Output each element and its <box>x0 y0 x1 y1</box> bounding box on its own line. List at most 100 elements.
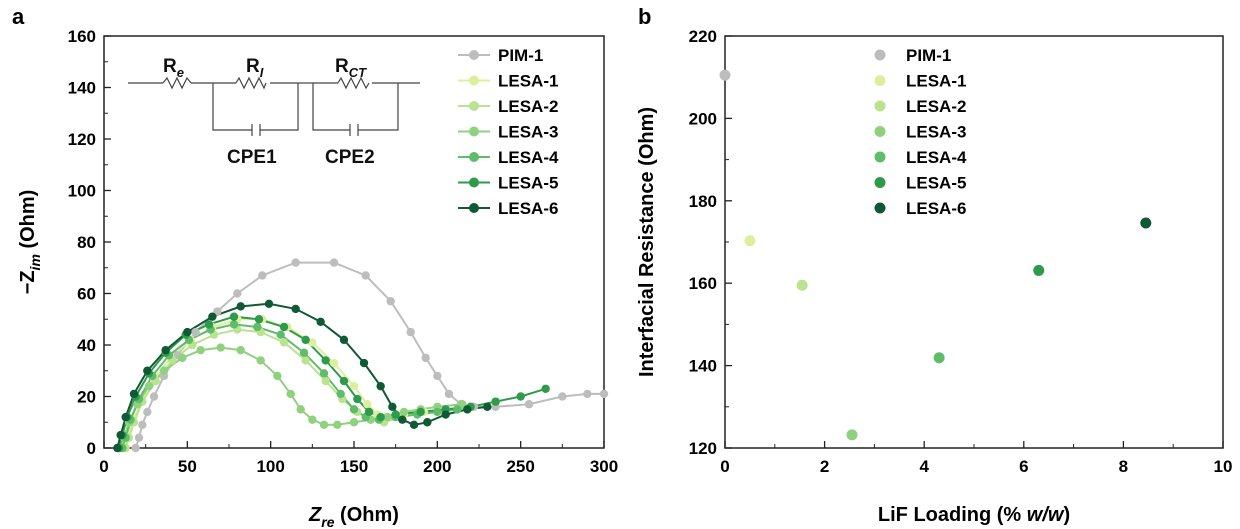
series-line-lesa-5 <box>118 315 546 449</box>
circuit-labels: Re RI RCT CPE1 CPE2 <box>163 56 375 168</box>
legend-marker-pim-1 <box>469 50 479 60</box>
data-point-lesa-3 <box>296 405 305 414</box>
data-point-pim-1 <box>433 371 442 381</box>
legend-marker-lesa-2 <box>469 101 479 111</box>
parallel-block-2 <box>312 82 399 131</box>
data-point-lesa-6 <box>359 358 369 368</box>
panel-b-ylabel: Interfacial Resistance (Ohm) <box>636 107 658 377</box>
data-point-lesa-3 <box>399 407 409 417</box>
data-point-lesa-6 <box>339 335 349 345</box>
a-ytick-label: 100 <box>68 182 96 201</box>
a-ytick-label: 40 <box>77 336 96 355</box>
b-ytick-label: 140 <box>689 357 717 376</box>
legend-marker-lesa-2 <box>874 100 886 112</box>
data-point-lesa-4 <box>319 369 329 378</box>
legend-label-pim-1: PIM-1 <box>498 46 543 65</box>
data-point-lesa-4 <box>933 352 945 364</box>
data-point-lesa-6 <box>121 412 130 422</box>
cpe2-icon <box>349 124 359 136</box>
data-point-lesa-5 <box>301 335 310 345</box>
data-point-lesa-6 <box>236 302 245 311</box>
data-point-lesa-6 <box>116 430 125 440</box>
data-point-lesa-5 <box>376 412 385 422</box>
a-ytick-label: 60 <box>77 285 96 304</box>
b-xtick-label: 6 <box>1019 457 1028 476</box>
a-ytick-label: 80 <box>77 233 96 252</box>
panel-a-label: a <box>12 4 25 29</box>
data-point-lesa-5 <box>279 322 289 332</box>
series-line-lesa-6 <box>116 302 488 449</box>
data-point-lesa-5 <box>339 376 349 386</box>
b-xtick-label: 4 <box>919 457 929 476</box>
data-point-lesa-6 <box>129 389 139 399</box>
data-point-lesa-2 <box>796 279 808 291</box>
b-xtick-label: 2 <box>820 457 829 476</box>
a-ytick-label: 20 <box>77 388 96 407</box>
data-point-lesa-4 <box>453 405 462 414</box>
data-point-lesa-6 <box>376 382 385 391</box>
data-point-lesa-6 <box>398 415 407 424</box>
data-point-lesa-3 <box>216 343 225 352</box>
data-point-lesa-3 <box>286 389 295 399</box>
b-ytick-label: 120 <box>689 439 717 458</box>
data-point-pim-1 <box>191 327 200 337</box>
data-point-lesa-6 <box>316 317 325 327</box>
data-point-lesa-6 <box>161 345 170 355</box>
panel-b-xlabel: LiF Loading (% w/w) <box>878 504 1070 526</box>
data-point-lesa-3 <box>319 420 329 430</box>
data-point-lesa-5 <box>416 407 425 417</box>
circuit-label-re: Re <box>163 56 184 80</box>
series-line-lesa-4 <box>121 323 458 449</box>
data-point-pim-1 <box>233 289 242 298</box>
legend-label-lesa-4: LESA-4 <box>906 148 967 167</box>
data-point-lesa-5 <box>321 356 330 365</box>
b-xtick-label: 8 <box>1119 457 1128 476</box>
legend-marker-lesa-5 <box>874 177 886 188</box>
data-point-lesa-6 <box>291 304 300 314</box>
panel-b-legend: PIM-1 LESA-1 LESA-2 LESA-3 LESA-4 LESA-5 LESA-… <box>874 46 967 218</box>
circuit-label-cpe1: CPE1 <box>227 147 277 168</box>
data-point-lesa-3 <box>273 371 282 381</box>
data-point-lesa-1 <box>363 400 372 409</box>
a-ytick-label: 120 <box>68 130 96 149</box>
b-xtick-label: 0 <box>720 457 729 476</box>
data-point-lesa-6 <box>441 410 450 419</box>
data-point-pim-1 <box>134 433 144 442</box>
data-point-lesa-6 <box>264 299 274 308</box>
a-xtick-label: 100 <box>256 457 284 476</box>
data-point-pim-1 <box>421 353 430 363</box>
data-point-lesa-6 <box>423 418 432 427</box>
panel-b-series-points <box>719 69 1152 441</box>
data-point-lesa-6 <box>463 405 472 414</box>
data-point-lesa-6 <box>388 402 397 411</box>
data-point-pim-1 <box>213 307 222 316</box>
panel-a-nyquist-chart: a 0 50 100 150 200 250 300 0 20 40 60 80 100 120 140 16… <box>12 4 618 529</box>
data-point-lesa-6 <box>143 366 152 375</box>
legend-label-lesa-6: LESA-6 <box>498 199 558 218</box>
data-point-pim-1 <box>524 400 534 409</box>
data-point-lesa-5 <box>1033 264 1045 276</box>
data-point-lesa-3 <box>846 429 858 441</box>
data-point-lesa-6 <box>183 327 192 337</box>
a-xtick-label: 0 <box>99 457 108 476</box>
data-point-lesa-6 <box>1140 217 1152 229</box>
data-point-lesa-5 <box>541 384 550 393</box>
resistor-rct-icon <box>337 76 370 90</box>
data-point-lesa-5 <box>353 394 362 404</box>
circuit-label-ri: RI <box>246 56 264 80</box>
panel-a-axis-ticks: 0 50 100 150 200 250 300 0 20 40 60 80 100 120 140 160 <box>68 27 619 476</box>
legend-label-lesa-3: LESA-3 <box>498 123 558 142</box>
a-xtick-label: 150 <box>340 457 368 476</box>
legend-label-lesa-2: LESA-2 <box>906 97 966 116</box>
data-point-lesa-3 <box>144 382 154 391</box>
data-point-pim-1 <box>258 271 267 280</box>
legend-label-pim-1: PIM-1 <box>906 46 951 65</box>
legend-label-lesa-3: LESA-3 <box>906 123 966 142</box>
a-xtick-label: 250 <box>506 457 534 476</box>
legend-label-lesa-1: LESA-1 <box>906 72 966 91</box>
legend-marker-lesa-1 <box>874 75 886 86</box>
data-point-lesa-5 <box>364 407 374 417</box>
data-point-pim-1 <box>143 407 152 417</box>
data-point-lesa-5 <box>204 320 214 329</box>
